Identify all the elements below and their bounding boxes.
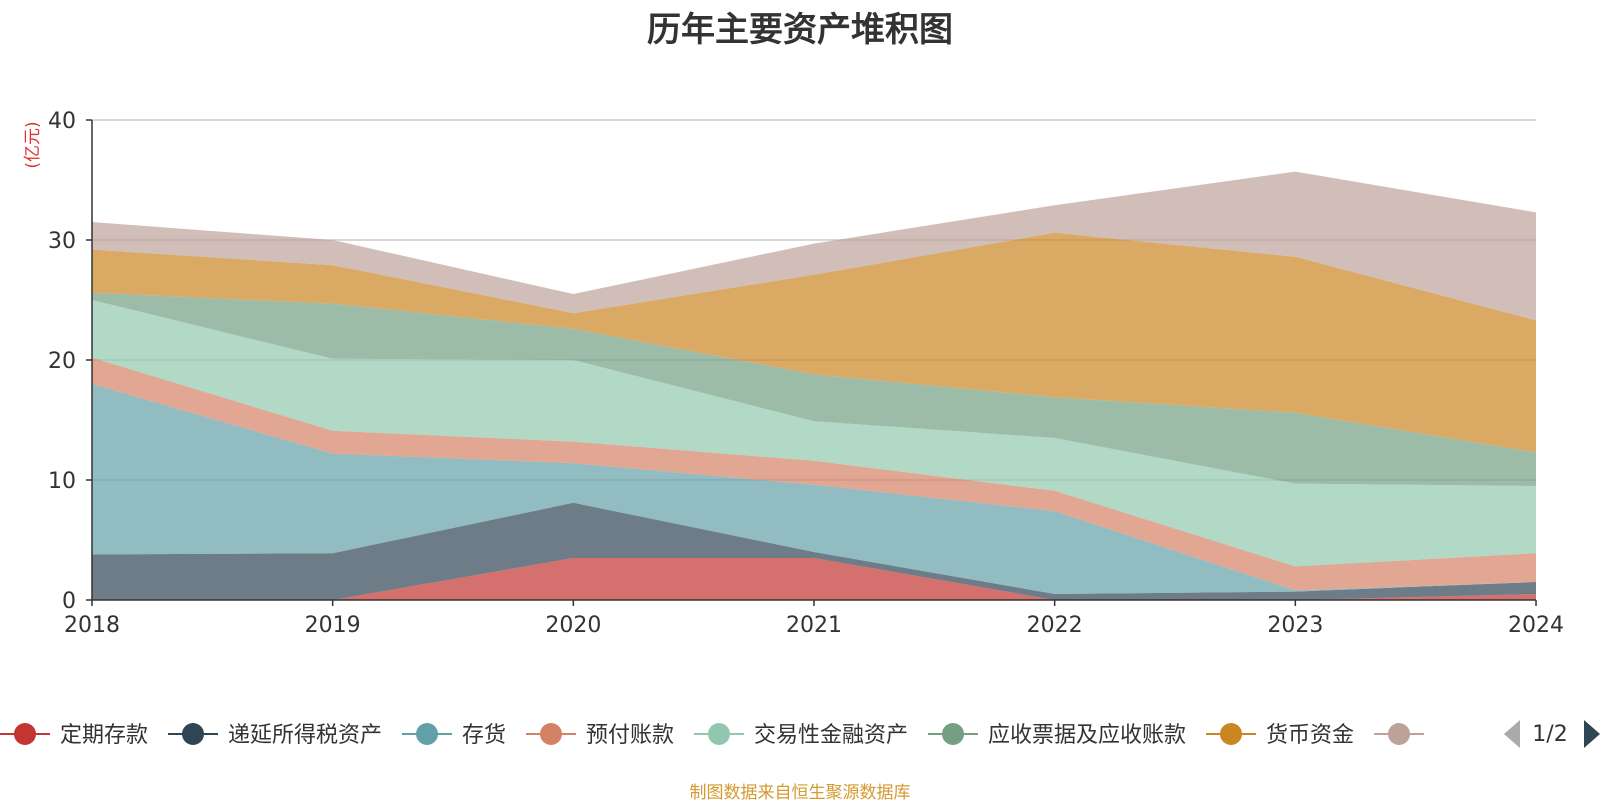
legend-item[interactable]: 货币资金 <box>1206 723 1354 748</box>
legend-item[interactable]: 预付账款 <box>526 723 674 748</box>
y-tick-label: 10 <box>48 469 76 494</box>
legend-item[interactable]: 递延所得税资产 <box>168 723 382 748</box>
x-tick-label: 2020 <box>545 613 601 638</box>
legend-item[interactable]: 定期存款 <box>0 723 148 748</box>
triangle-left-icon[interactable] <box>1504 720 1520 748</box>
y-tick-label: 20 <box>48 349 76 374</box>
y-axis-label: (亿元) <box>23 121 43 168</box>
legend-item[interactable]: 存货 <box>402 723 506 748</box>
area-series-7 <box>92 171 1536 321</box>
legend-label: 交易性金融资产 <box>754 723 908 748</box>
legend-marker <box>1220 723 1242 745</box>
legend-marker <box>942 723 964 745</box>
legend-page-indicator: 1/2 <box>1532 722 1567 747</box>
area-series-1 <box>92 502 1536 600</box>
legend-marker <box>14 723 36 745</box>
tick-labels: 0 10 20 30 40 2018 2019 2020 2021 2022 2023 2024 <box>48 109 1564 638</box>
legend-item[interactable] <box>1374 723 1424 745</box>
legend-item[interactable]: 应收票据及应收账款 <box>928 723 1186 748</box>
y-tick-label: 30 <box>48 229 76 254</box>
area-series-5 <box>92 292 1536 486</box>
x-tick-label: 2023 <box>1267 613 1323 638</box>
area-series-0 <box>92 558 1536 600</box>
area-series-2 <box>92 384 1536 594</box>
legend-label: 应收票据及应收账款 <box>988 723 1186 748</box>
area-series-3 <box>92 357 1536 591</box>
legend-marker <box>540 723 562 745</box>
area-series-group <box>92 171 1536 600</box>
source-note: 制图数据来自恒生聚源数据库 <box>689 783 911 803</box>
area-series-6 <box>92 232 1536 453</box>
legend-label: 定期存款 <box>60 723 148 748</box>
area-series-4 <box>92 300 1536 567</box>
legend-marker <box>416 723 438 745</box>
chart-title: 历年主要资产堆积图 <box>647 10 953 50</box>
legend-item[interactable]: 交易性金融资产 <box>694 723 908 748</box>
legend-marker <box>708 723 730 745</box>
x-tick-label: 2022 <box>1027 613 1083 638</box>
legend: 定期存款 递延所得税资产 存货 预付账款 交易性金融资产 应收票据及应收账款 货币资金 <box>0 723 1424 748</box>
x-tick-label: 2019 <box>305 613 361 638</box>
legend-label: 货币资金 <box>1266 723 1354 748</box>
y-tick-label: 0 <box>62 589 76 614</box>
triangle-right-icon[interactable] <box>1584 720 1600 748</box>
x-tick-label: 2018 <box>64 613 120 638</box>
legend-pager: 1/2 <box>1504 720 1600 748</box>
legend-marker <box>182 723 204 745</box>
y-tick-label: 40 <box>48 109 76 134</box>
legend-label: 预付账款 <box>586 723 674 748</box>
x-tick-label: 2021 <box>786 613 842 638</box>
legend-marker <box>1388 723 1410 745</box>
x-tick-label: 2024 <box>1508 613 1564 638</box>
legend-label: 递延所得税资产 <box>228 723 382 748</box>
legend-label: 存货 <box>462 723 506 748</box>
